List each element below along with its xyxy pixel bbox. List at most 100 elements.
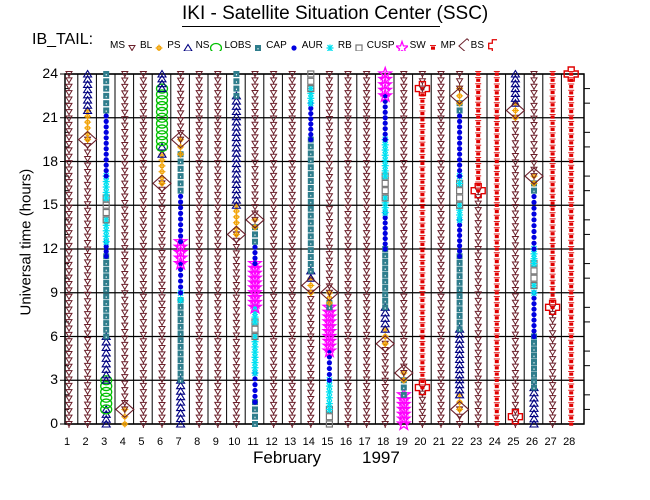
point-rb bbox=[531, 268, 537, 274]
point-ms bbox=[122, 310, 128, 317]
point-sw bbox=[419, 173, 425, 177]
point-ms bbox=[66, 116, 72, 123]
point-cap bbox=[457, 173, 462, 178]
point-ms bbox=[159, 225, 165, 232]
point-lobs bbox=[178, 351, 184, 357]
day-column-12 bbox=[271, 72, 277, 429]
point-sw bbox=[494, 309, 500, 313]
point-ms bbox=[66, 78, 72, 85]
point-ms bbox=[196, 218, 202, 225]
point-lobs bbox=[531, 378, 537, 384]
point-cap bbox=[383, 137, 388, 142]
point-sw bbox=[419, 298, 425, 302]
point-sw bbox=[568, 415, 574, 419]
point-sw bbox=[475, 176, 481, 180]
point-ms bbox=[140, 250, 146, 257]
point-cap bbox=[457, 130, 462, 135]
day-column-13 bbox=[289, 72, 295, 429]
point-cap bbox=[104, 130, 109, 135]
point-ms bbox=[289, 288, 295, 295]
point-ms bbox=[364, 256, 370, 263]
point-lobs bbox=[308, 157, 314, 163]
point-ms bbox=[233, 308, 239, 315]
point-sw bbox=[419, 130, 425, 134]
point-ms bbox=[512, 402, 518, 409]
point-ms bbox=[122, 104, 128, 111]
point-sw bbox=[494, 109, 500, 113]
x-tick-label: 22 bbox=[448, 436, 468, 448]
point-ms bbox=[475, 279, 481, 286]
point-ms bbox=[140, 358, 146, 365]
point-ms bbox=[401, 154, 407, 161]
point-ms bbox=[159, 206, 165, 213]
point-ms bbox=[512, 390, 518, 397]
point-ms bbox=[438, 97, 444, 104]
point-ms bbox=[196, 358, 202, 365]
point-sw bbox=[550, 151, 556, 155]
point-sw bbox=[568, 90, 574, 94]
point-ms bbox=[289, 294, 295, 301]
point-lobs bbox=[178, 173, 184, 179]
point-sw bbox=[475, 164, 481, 168]
point-ms bbox=[326, 277, 332, 284]
point-ms bbox=[122, 362, 128, 369]
point-ms bbox=[196, 192, 202, 199]
point-cap bbox=[178, 211, 183, 216]
point-ms bbox=[401, 262, 407, 269]
point-lobs bbox=[103, 86, 109, 92]
point-ms bbox=[85, 396, 91, 403]
point-ms bbox=[289, 396, 295, 403]
point-ms bbox=[233, 390, 239, 397]
point-ms bbox=[159, 276, 165, 283]
point-ms bbox=[289, 199, 295, 206]
point-ms bbox=[512, 122, 518, 128]
point-aur bbox=[456, 180, 463, 187]
point-ms bbox=[196, 415, 202, 422]
point-lobs bbox=[103, 327, 109, 333]
point-sw bbox=[419, 360, 425, 364]
point-ms bbox=[215, 409, 221, 416]
point-sw bbox=[550, 250, 556, 254]
point-sw bbox=[494, 322, 500, 326]
point-ms bbox=[196, 390, 202, 397]
day-column-20 bbox=[415, 72, 429, 429]
segment-cap bbox=[531, 188, 536, 252]
point-ms bbox=[438, 313, 444, 320]
point-ms bbox=[364, 396, 370, 403]
x-tick-label: 26 bbox=[522, 436, 542, 448]
point-ms bbox=[271, 205, 277, 212]
point-cap bbox=[252, 261, 257, 266]
point-ms bbox=[289, 332, 295, 339]
point-sw bbox=[494, 147, 500, 151]
point-ms bbox=[401, 122, 407, 128]
point-ms bbox=[271, 383, 277, 390]
point-ms bbox=[271, 78, 277, 85]
point-sw bbox=[494, 347, 500, 351]
point-sw bbox=[550, 121, 556, 125]
point-ms bbox=[550, 389, 556, 396]
point-ms bbox=[271, 358, 277, 365]
point-cap bbox=[457, 248, 462, 253]
point-ms bbox=[401, 110, 407, 117]
x-tick-label: 14 bbox=[299, 436, 319, 448]
point-ms bbox=[271, 231, 277, 238]
point-ms bbox=[475, 370, 481, 377]
point-ms bbox=[382, 403, 388, 410]
point-ms bbox=[271, 192, 277, 199]
point-lobs bbox=[178, 344, 184, 350]
point-ms bbox=[140, 402, 146, 409]
point-sw bbox=[419, 180, 425, 184]
point-lobs bbox=[382, 298, 388, 304]
point-cap bbox=[531, 328, 536, 333]
point-lobs bbox=[103, 107, 109, 113]
point-cap bbox=[383, 115, 388, 120]
point-ms bbox=[66, 371, 72, 378]
point-ms bbox=[122, 110, 128, 117]
point-ms bbox=[122, 149, 128, 156]
point-ms bbox=[233, 352, 239, 359]
point-ms bbox=[122, 323, 128, 330]
point-sw bbox=[550, 256, 556, 260]
point-cap bbox=[252, 376, 257, 381]
point-ms bbox=[215, 396, 221, 403]
segment-ms bbox=[233, 232, 239, 428]
